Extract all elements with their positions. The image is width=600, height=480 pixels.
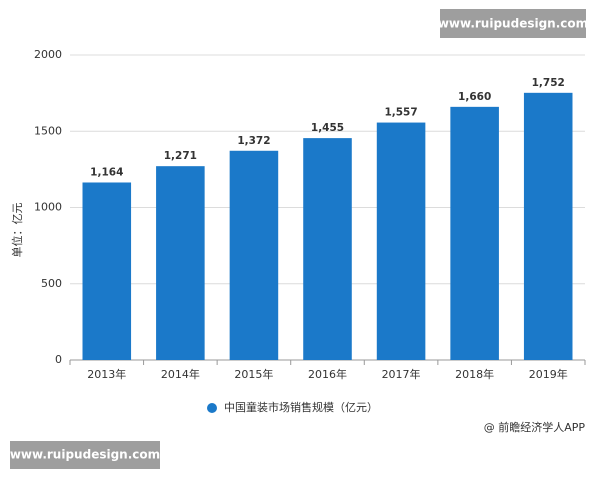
bar [229,150,279,360]
value-label: 1,660 [458,91,491,103]
value-label: 1,164 [90,166,123,178]
x-tick-label: 2018年 [455,367,494,381]
y-axis-label: 单位：亿元 [10,203,24,258]
x-tick-label: 2019年 [529,367,568,381]
watermark-box [440,9,586,38]
y-tick-label: 2000 [34,48,62,61]
bar [303,138,352,360]
bar [450,106,499,360]
legend-marker [207,403,217,413]
source: @ 前瞻经济学人APP [484,420,586,434]
watermark-box [10,441,160,469]
x-tick-label: 2014年 [161,367,200,381]
bar [376,122,426,361]
x-tick-label: 2016年 [308,367,347,381]
y-tick-label: 1000 [34,201,62,214]
value-label: 1,752 [532,77,565,89]
value-label: 1,372 [237,135,270,147]
y-tick-label: 1500 [34,124,62,137]
bar [82,182,132,360]
legend-label: 中国童装市场销售规模（亿元） [224,400,378,414]
bar [156,166,205,360]
x-tick-label: 2015年 [234,367,273,381]
x-tick-label: 2013年 [87,367,126,381]
bar [523,92,573,360]
value-label: 1,271 [164,150,197,162]
value-label: 1,557 [384,107,417,119]
x-tick-label: 2017年 [382,367,421,381]
value-label: 1,455 [311,122,344,134]
y-tick-label: 500 [41,277,62,290]
watermark: www.ruipudesign.com [438,17,588,31]
y-tick-label: 0 [55,353,62,366]
watermark: www.ruipudesign.com [10,448,160,462]
